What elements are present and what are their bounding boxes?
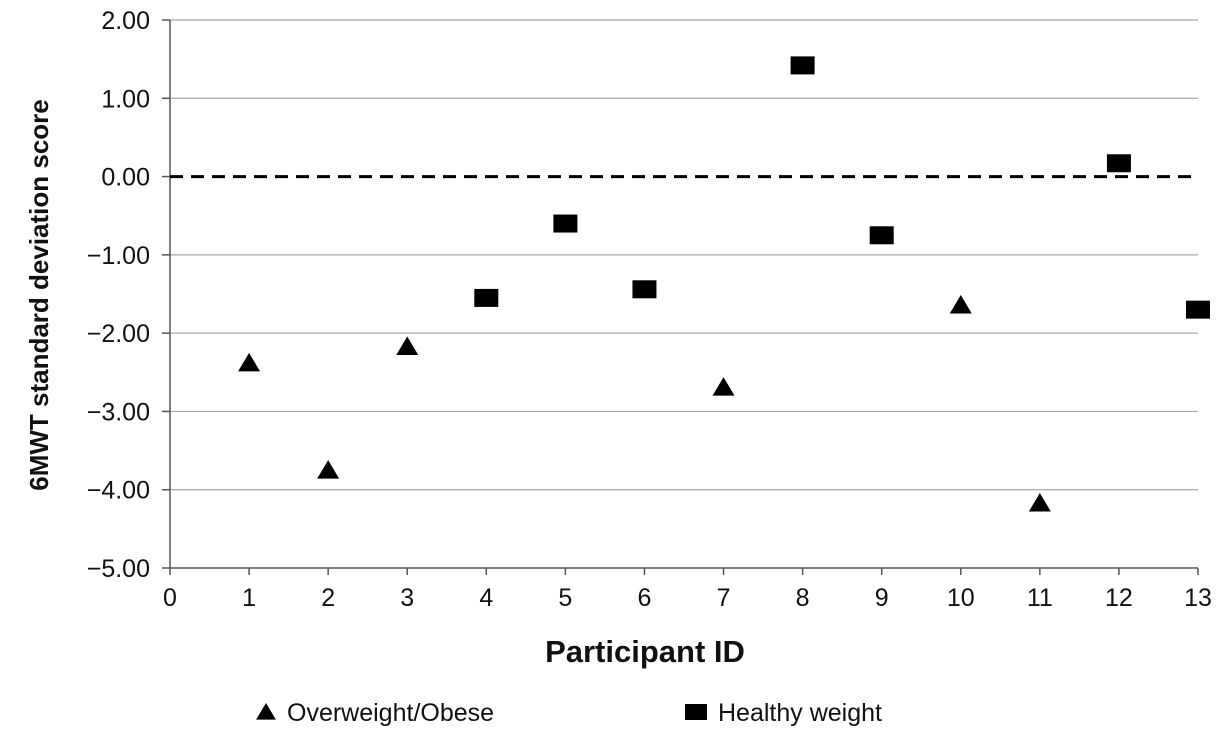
data-point-triangle: [712, 377, 735, 396]
data-point-square: [632, 280, 657, 299]
legend-label-healthy: Healthy weight: [718, 699, 882, 727]
x-tick-label: 13: [1184, 584, 1212, 612]
data-point-square: [474, 288, 499, 307]
legend-item-healthy: Healthy weight: [685, 699, 882, 727]
y-tick-label: 1.00: [101, 85, 150, 113]
y-tick-label: 0.00: [101, 164, 150, 192]
data-point-triangle: [238, 352, 261, 372]
data-point-square: [1106, 154, 1131, 173]
x-tick-label: 10: [947, 584, 975, 612]
y-tick-labels: 2.00 1.00 0.00 −1.00 −2.00 −3.00 −4.00 −5.00: [87, 7, 150, 583]
data-points: [238, 56, 1210, 512]
x-tick-label: 11: [1027, 584, 1053, 612]
y-tick-label: −4.00: [87, 477, 150, 505]
x-tick-label: 9: [875, 584, 889, 612]
x-axis-title: Participant ID: [545, 634, 745, 669]
x-tick-labels: 0 1 2 3 4 5 6 7 8 9 10 11 12 13: [163, 584, 1212, 612]
data-point-square: [553, 214, 578, 233]
x-tick-label: 2: [321, 584, 335, 612]
grid-lines: [170, 19, 1198, 491]
y-tick-label: −1.00: [87, 242, 150, 270]
legend-label-overweight: Overweight/Obese: [287, 699, 494, 727]
y-tick-label: −3.00: [87, 398, 150, 426]
axes: [162, 19, 1199, 575]
x-tick-label: 7: [717, 584, 731, 612]
legend-item-overweight: Overweight/Obese: [256, 699, 494, 727]
data-point-triangle: [1028, 493, 1051, 512]
x-tick-label: 4: [479, 584, 493, 612]
data-point-triangle: [949, 294, 972, 314]
data-point-square: [790, 56, 815, 75]
x-tick-label: 6: [638, 584, 652, 612]
data-point-triangle: [317, 460, 340, 479]
legend: Overweight/Obese Healthy weight: [256, 699, 882, 727]
y-tick-label: 2.00: [101, 7, 150, 35]
legend-square-marker: [685, 704, 707, 720]
y-tick-label: −5.00: [87, 555, 150, 583]
x-tick-label: 5: [558, 584, 572, 612]
data-point-square: [869, 226, 894, 245]
x-tick-label: 12: [1105, 584, 1133, 612]
x-tick-label: 1: [242, 584, 256, 612]
y-axis-title: 6MWT standard deviation score: [24, 99, 54, 491]
data-point-triangle: [396, 336, 419, 355]
y-tick-label: −2.00: [87, 320, 150, 348]
data-point-square: [1186, 300, 1210, 319]
x-tick-label: 8: [796, 584, 810, 612]
x-tick-label: 3: [400, 584, 414, 612]
legend-triangle-marker: [256, 703, 276, 720]
x-tick-label: 0: [163, 584, 177, 612]
